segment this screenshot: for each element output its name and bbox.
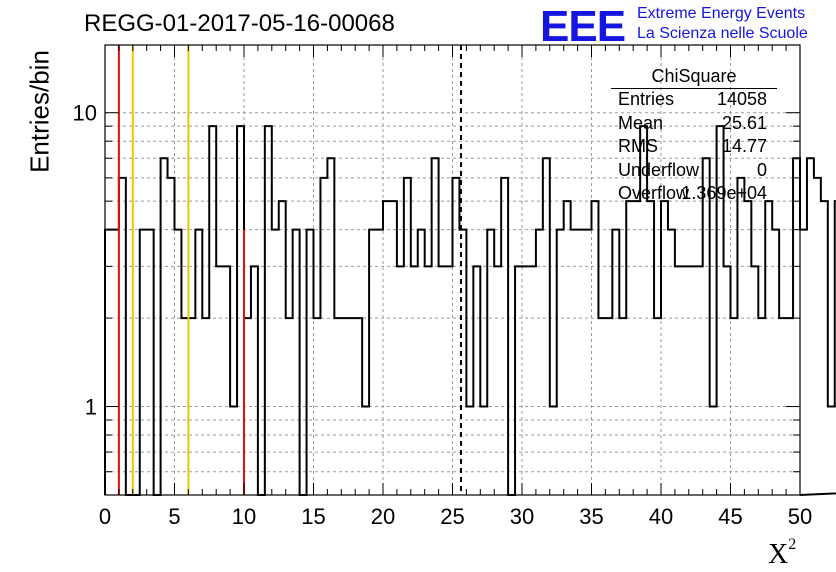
stats-value: 0	[756, 159, 767, 180]
stats-row: Overflow 1.369e+04	[611, 183, 777, 207]
eee-logo: EEE	[540, 2, 626, 51]
stats-label: Overflow	[618, 183, 690, 203]
stats-label: Mean	[618, 112, 664, 133]
x-tick-label: 10	[232, 504, 256, 529]
chart-title: REGG-01-2017-05-16-00068	[84, 10, 395, 37]
x-tick-label: 40	[649, 504, 673, 529]
x-tick-label: 20	[371, 504, 395, 529]
stats-row: Entries 14058	[611, 89, 777, 113]
logo-line-2: La Scienza nelle Scuole	[637, 25, 808, 42]
x-axis-label: X2	[768, 536, 797, 570]
stats-value: 14058	[716, 89, 767, 109]
logo-line-1: Extreme Energy Events	[637, 5, 806, 22]
x-tick-label: 30	[510, 504, 534, 529]
stats-label: Entries	[618, 89, 675, 109]
histogram-line	[104, 125, 836, 496]
stats-box: ChiSquare Entries 14058 Mean 25.61 RMS 14.77 U…	[611, 66, 777, 208]
x-tick-label: 45	[718, 504, 742, 529]
stats-row: Mean 25.61	[611, 113, 777, 137]
histogram	[104, 125, 836, 496]
x-tick-label: 25	[440, 504, 464, 529]
reference-lines	[117, 45, 462, 495]
y-tick-label: 10	[73, 101, 97, 126]
y-tick-label: 1	[85, 395, 97, 420]
stats-value: 1.369e+04	[681, 183, 767, 203]
y-axis-label: Entries/bin	[24, 50, 55, 173]
stats-row: RMS 14.77	[611, 136, 777, 160]
stats-label: RMS	[618, 136, 658, 156]
stats-label: Underflow	[618, 159, 700, 180]
stats-title: ChiSquare	[611, 66, 777, 89]
axes: 0 5 10 15 20 25 30 35 40 45 50 1 10	[73, 45, 812, 529]
x-tick-label: 0	[99, 504, 111, 529]
stats-value: 14.77	[721, 136, 767, 156]
x-tick-label: 15	[301, 504, 325, 529]
x-tick-label: 5	[168, 504, 180, 529]
stats-row: Underflow 0	[611, 160, 777, 184]
x-tick-label: 35	[579, 504, 603, 529]
x-tick-label: 50	[788, 504, 812, 529]
stats-value: 25.61	[721, 112, 767, 133]
